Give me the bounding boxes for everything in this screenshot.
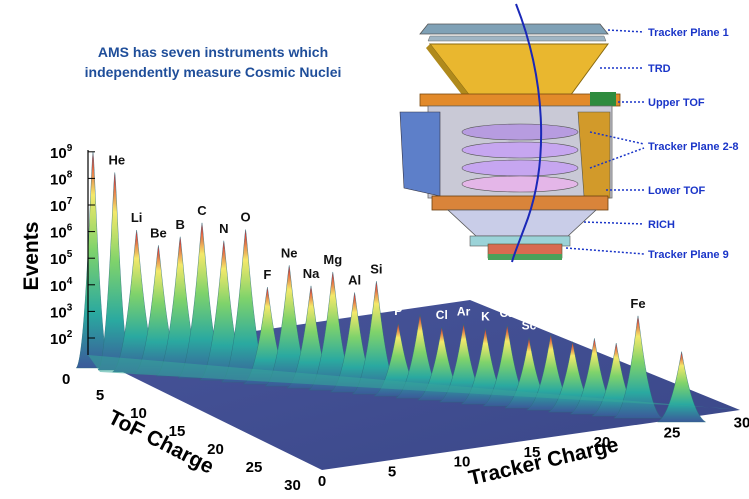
ridge-base [88, 355, 740, 410]
peak-ridges [75, 151, 707, 423]
label-tracker-plane-9: Tracker Plane 9 [648, 249, 729, 261]
element-label-al: Al [348, 273, 361, 288]
tof-charge-tick-label: 20 [207, 441, 224, 458]
element-label-mg: Mg [323, 252, 342, 267]
events-tick-label: 107 [50, 196, 73, 215]
lower-tof-shape [431, 195, 609, 211]
label-rich: RICH [648, 219, 675, 231]
tracker-charge-tick-label: 0 [318, 473, 326, 490]
peak-fe [613, 315, 663, 419]
tracker-charge-tick-label: 5 [388, 463, 396, 480]
events-tick-label: 109 [50, 143, 73, 162]
tracker-charge-tick-label: 10 [454, 454, 471, 471]
events-tick-label: 106 [50, 223, 73, 242]
element-label-v: V [569, 323, 577, 337]
element-label-ti: Ti [546, 315, 556, 329]
tof-charge-tick-label: 30 [284, 477, 301, 494]
events-axis-title: Events [20, 222, 43, 291]
events-tick-label: 102 [50, 329, 73, 348]
element-label-k: K [481, 309, 490, 323]
events-tick-label: 105 [50, 249, 73, 268]
element-label-sc: Sc [522, 319, 537, 333]
element-label-cr: Cr [588, 319, 602, 333]
tracker-charge-tick-label: 30 [734, 415, 749, 432]
events-tick-label: 104 [50, 276, 73, 295]
element-label-be: Be [150, 225, 167, 240]
ams-detector-illustration [399, 3, 621, 263]
label-lower-tof: Lower TOF [648, 185, 706, 197]
trd-shape [428, 43, 609, 97]
element-label-he: He [108, 152, 125, 167]
element-label-ne: Ne [281, 245, 298, 260]
tof-charge-axis-title: ToF Charge [104, 406, 217, 479]
element-label-s: S [416, 295, 424, 309]
tof-charge-tick-label: 15 [169, 423, 186, 440]
element-label-ca: Ca [500, 306, 516, 320]
label-tracker-plane-2-8: Tracker Plane 2-8 [648, 141, 739, 153]
tracker-charge-tick-label: 20 [594, 434, 611, 451]
tof-charge-axis: 5 10 15 20 25 30 [96, 387, 301, 494]
tracker-charge-tick-label: 25 [664, 424, 681, 441]
tracker-charge-axis: 0 5 10 15 20 25 30 [318, 415, 749, 491]
caption-line-2: independently measure Cosmic Nuclei [85, 64, 342, 80]
element-label-p: P [394, 304, 402, 318]
events-tick-label: 103 [50, 302, 73, 321]
detector-callouts: Tracker Plane 1 TRD Upper TOF Tracker Pl… [565, 27, 739, 261]
element-label-li: Li [131, 210, 143, 225]
tof-charge-tick-label: 10 [130, 405, 147, 422]
element-label-na: Na [303, 266, 320, 281]
label-tracker-plane-1: Tracker Plane 1 [648, 27, 729, 39]
callout-line-tracker-plane-2-8-b [589, 147, 645, 169]
tof-charge-tick-label: 25 [246, 459, 263, 476]
element-label-c: C [197, 203, 207, 218]
element-label-si: Si [370, 261, 382, 276]
events-axis-zero: 0 [62, 371, 70, 388]
events-tick-label: 108 [50, 169, 73, 188]
tracker-charge-tick-label: 15 [524, 444, 541, 461]
element-label-mn: Mn [608, 324, 625, 338]
element-label-fe: Fe [630, 296, 645, 311]
caption-line-1: AMS has seven instruments which [98, 44, 328, 60]
callout-line-tracker-plane-1 [607, 29, 645, 33]
element-label-ar: Ar [457, 305, 471, 319]
element-label-ni: Ni [676, 333, 688, 347]
element-label-n: N [219, 221, 228, 236]
callout-line-tracker-plane-2-8-a [589, 131, 645, 145]
label-upper-tof: Upper TOF [648, 97, 705, 109]
callout-line-rich [583, 221, 645, 225]
tracker-plane-1-shape [419, 23, 609, 35]
particle-track [511, 3, 543, 263]
element-label-b: B [176, 217, 185, 232]
tof-charge-tick-label: 5 [96, 387, 104, 404]
callout-line-tracker-plane-9 [565, 247, 645, 255]
element-label-f: F [263, 267, 271, 282]
label-trd: TRD [648, 63, 671, 75]
element-label-o: O [241, 210, 251, 225]
element-label-cl: Cl [436, 308, 448, 322]
